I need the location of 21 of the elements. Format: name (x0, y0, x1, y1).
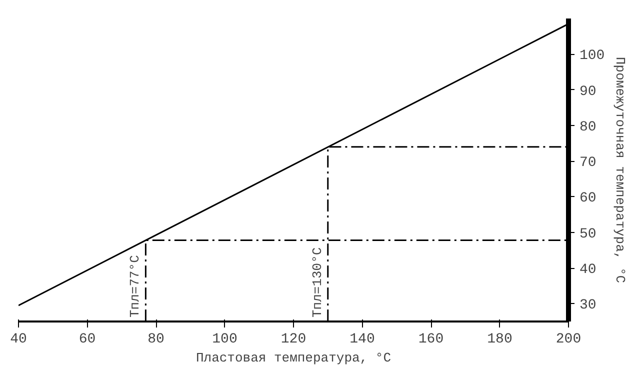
x-tick-label: 40 (10, 332, 27, 348)
x-tick-label: 180 (487, 332, 512, 348)
y-tick-label: 100 (580, 48, 605, 64)
y-tick-label: 50 (580, 226, 596, 242)
x-tick-label: 140 (350, 332, 375, 348)
y-tick-label: 80 (580, 119, 596, 136)
y-tick-label: 90 (580, 84, 596, 100)
y-tick-label: 60 (580, 190, 596, 207)
x-tick-label: 60 (78, 332, 96, 348)
annotation: Tпл=130°C (310, 247, 325, 318)
x-tick-label: 160 (418, 332, 444, 348)
x-tick-label: 120 (280, 332, 306, 348)
x-tick-label: 200 (556, 332, 582, 348)
x-tick-label: 80 (148, 332, 164, 348)
y-axis-title: Промежуточная температура, °C (612, 56, 628, 284)
x-axis-title: Пластовая температура, °C (196, 350, 392, 366)
annotation: Tпл=77°C (128, 254, 143, 318)
x-tick-label: 100 (212, 332, 238, 348)
y-tick-label: 40 (580, 262, 596, 278)
y-tick-label: 30 (580, 298, 596, 314)
y-tick-label: 70 (580, 155, 596, 172)
